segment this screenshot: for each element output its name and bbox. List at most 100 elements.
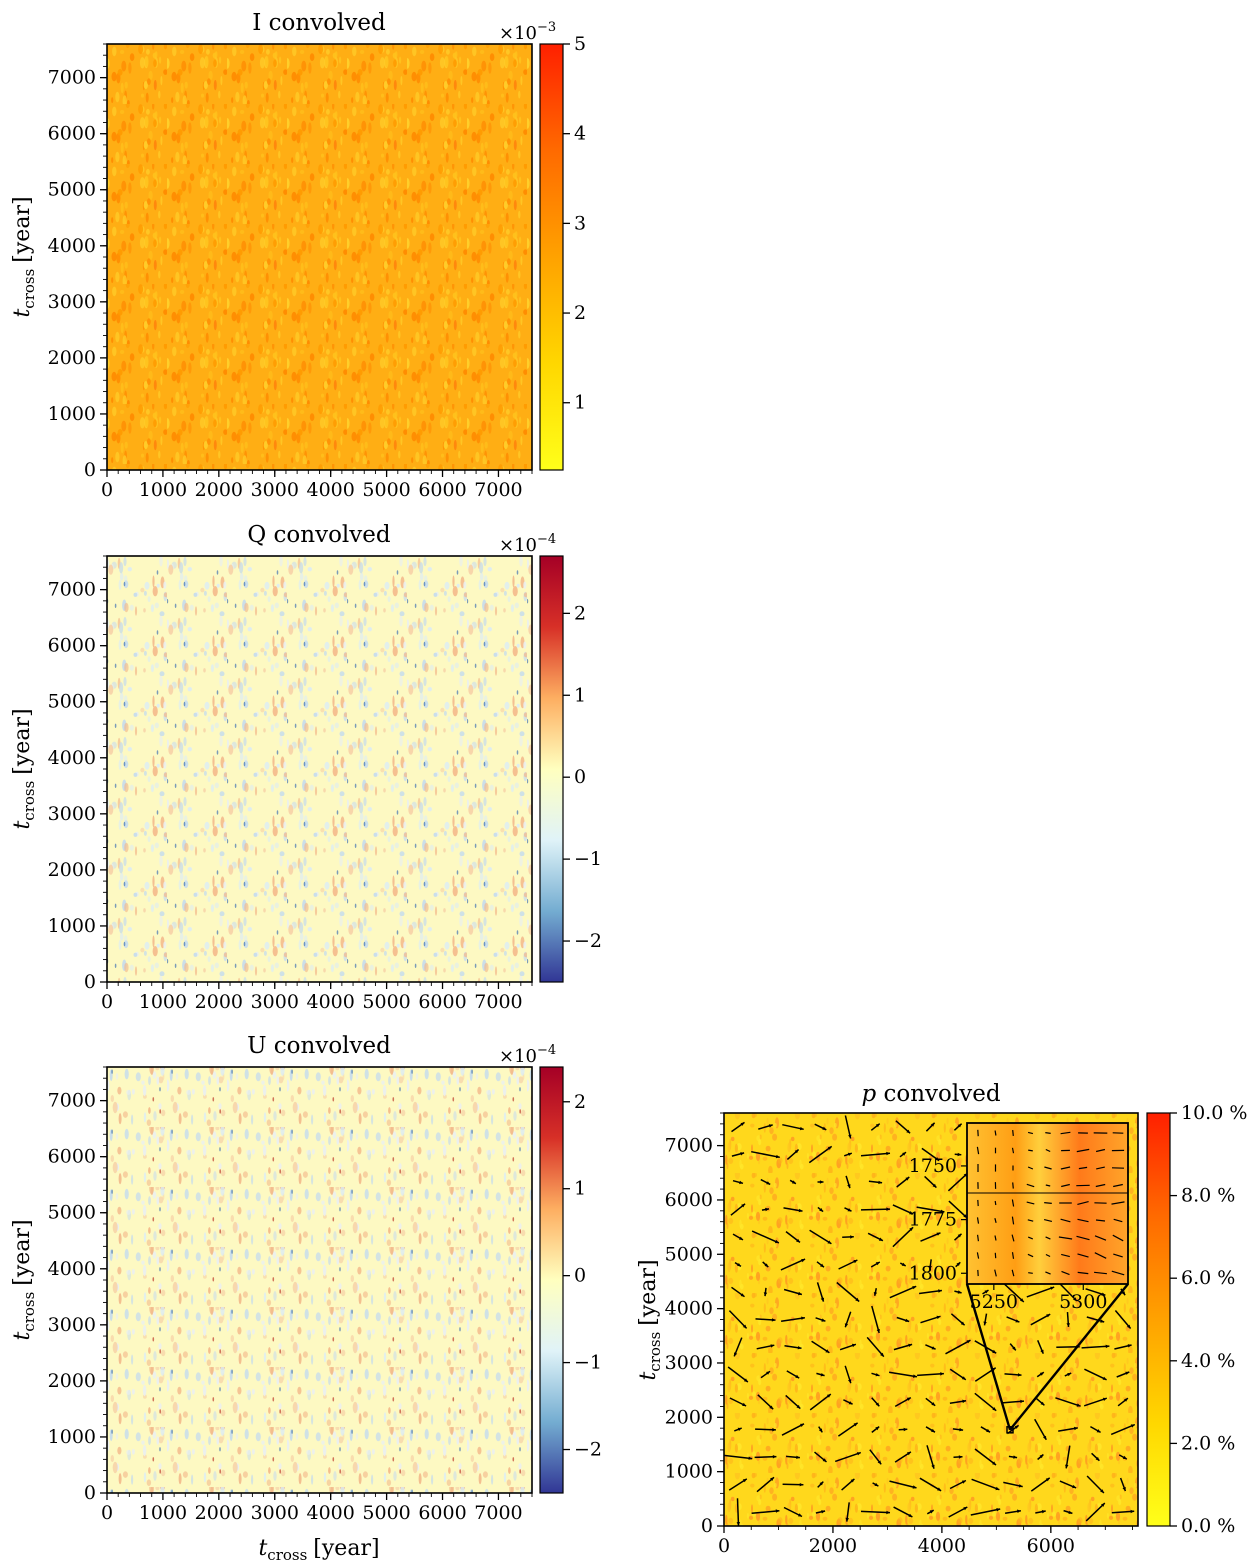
y-tick-label: 1000 <box>48 915 96 937</box>
colorbar-tick-label: 2 <box>574 302 586 324</box>
inset-vector <box>1095 1148 1106 1153</box>
inset-vector <box>1045 1148 1051 1153</box>
polarization-vector <box>860 1152 891 1157</box>
polarization-vector <box>860 1208 891 1211</box>
colorbar-tick-label: −1 <box>574 848 602 870</box>
polarization-vector-head <box>913 1374 917 1378</box>
colorbar-tick-label: −2 <box>574 1439 602 1461</box>
polarization-vector <box>1111 1510 1135 1514</box>
inset-vector <box>1077 1271 1089 1275</box>
polarization-vector-head <box>909 1227 914 1231</box>
inset-vector <box>1043 1219 1053 1222</box>
polarization-vector <box>754 1455 777 1459</box>
y-tick-label: 3000 <box>48 291 96 313</box>
inset-vector <box>1060 1218 1071 1223</box>
polarization-vector-head <box>880 1352 884 1357</box>
x-tick-label: 0 <box>101 479 113 501</box>
polarization-vector-head <box>1127 1344 1132 1348</box>
x-tick-label: 3000 <box>251 479 299 501</box>
polarization-vector-head <box>765 1207 769 1212</box>
x-tick-label: 1000 <box>139 1502 187 1524</box>
polarization-vector-head <box>1095 1456 1100 1461</box>
polarization-vector <box>1058 1282 1078 1302</box>
panel-p-inset: 5250 5300 1750 1775 1800 <box>909 1122 1129 1313</box>
polarization-vector-head <box>909 1211 914 1215</box>
x-tick-label: 3000 <box>251 991 299 1013</box>
polarization-vector-head <box>1045 1477 1050 1482</box>
polarization-vector-head <box>796 1238 800 1243</box>
x-tick-label: 1000 <box>139 479 187 501</box>
y-tick-label: 5000 <box>48 179 96 201</box>
polarization-vector-head <box>1013 1455 1018 1459</box>
polarization-vector-head <box>875 1426 880 1431</box>
panel-q-colorbar-exponent: ×10−4 <box>499 532 556 556</box>
polarization-vector <box>889 1480 917 1489</box>
polarization-vector-head <box>961 1376 966 1380</box>
polarization-vector <box>871 1305 880 1334</box>
y-tick-label: 0 <box>84 459 96 481</box>
polarization-vector-head <box>775 1154 780 1159</box>
polarization-vector-head <box>876 1329 880 1333</box>
colorbar-tick-label: −2 <box>574 930 602 952</box>
inset-vector <box>1012 1182 1014 1189</box>
polarization-vector-head <box>874 1482 879 1487</box>
inset-vector <box>976 1217 980 1224</box>
polarization-vector-head <box>795 1374 800 1379</box>
polarization-vector-head <box>1039 1454 1044 1459</box>
polarization-vector-head <box>960 1321 965 1326</box>
x-tick-label: 7000 <box>474 991 522 1013</box>
polarization-vector-head <box>1074 1426 1078 1431</box>
polarization-vector-head <box>736 1522 741 1526</box>
inset-frame <box>966 1122 1129 1285</box>
inset-vector <box>1111 1270 1125 1276</box>
polarization-vector <box>1001 1281 1025 1303</box>
polarization-vector-head <box>819 1481 824 1486</box>
polarization-vector <box>1030 1477 1051 1492</box>
polarization-vector-head <box>1017 1509 1021 1513</box>
polarization-vector-head <box>1068 1510 1073 1514</box>
inset-vector <box>1027 1219 1034 1222</box>
y-tick-label: 6000 <box>48 123 96 145</box>
x-tick-label: 0 <box>101 1502 113 1524</box>
panel-q-x-ticks: 0 1000 2000 3000 4000 5000 6000 7000 <box>101 982 533 1013</box>
polarization-vector-head <box>848 1134 852 1139</box>
panel-i-heatmap <box>107 44 532 470</box>
inset-vector <box>1076 1148 1090 1153</box>
panel-p-connector-left <box>965 1283 1012 1431</box>
polarization-vector <box>970 1508 1001 1516</box>
polarization-vector <box>1114 1310 1132 1329</box>
polarization-vector <box>1026 1286 1055 1298</box>
polarization-vector-head <box>825 1349 830 1353</box>
polarization-vector-head <box>847 1152 852 1156</box>
inset-vector <box>1096 1166 1105 1170</box>
polarization-vector-head <box>875 1373 880 1377</box>
polarization-vector <box>728 1310 748 1329</box>
polarization-vector-head <box>740 1122 745 1126</box>
x-tick-label: 2000 <box>195 991 243 1013</box>
x-tick-label: 6000 <box>418 991 466 1013</box>
polarization-vector-head <box>819 1208 824 1212</box>
polarization-vector <box>971 1478 1000 1491</box>
inset-vector <box>1011 1234 1015 1242</box>
polarization-vector-head <box>877 1460 882 1465</box>
panel-u-colorbar-ticks: −2 −1 0 1 2 <box>563 1091 602 1461</box>
polarization-vector-head <box>878 1180 883 1185</box>
polarization-vector-head <box>938 1289 942 1293</box>
polarization-vector-head <box>1066 1323 1070 1327</box>
polarization-vector-head <box>1124 1398 1128 1402</box>
polarization-vector-head <box>766 1181 771 1185</box>
panel-q-y-label: tcross[year] <box>10 708 38 829</box>
polarization-vector-head <box>822 1458 827 1462</box>
x-tick-label: 6000 <box>418 479 466 501</box>
polarization-vector <box>1084 1368 1107 1381</box>
polarization-vector-head <box>820 1263 824 1268</box>
polarization-vector-head <box>743 1378 748 1382</box>
panel-u-x-label: tcross [year] <box>258 1536 379 1564</box>
polarization-vector-head <box>1065 1464 1069 1469</box>
polarization-vector <box>866 1336 885 1358</box>
colorbar-tick-label: 2 <box>574 1091 586 1113</box>
polarization-vector-head <box>878 1237 883 1241</box>
y-tick-label: 3000 <box>48 803 96 825</box>
polarization-vector-head <box>801 1316 805 1320</box>
polarization-vector-head <box>908 1513 913 1517</box>
